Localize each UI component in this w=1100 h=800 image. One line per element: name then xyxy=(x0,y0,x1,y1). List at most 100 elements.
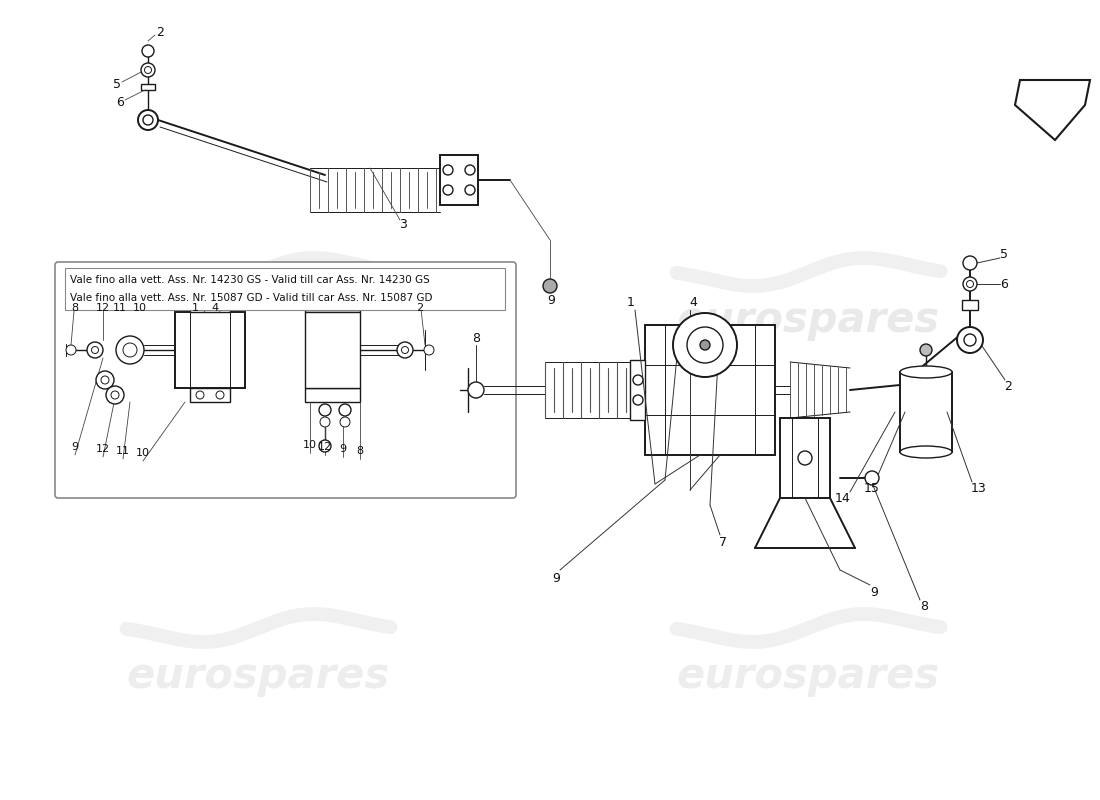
Bar xyxy=(141,84,155,90)
Text: 5: 5 xyxy=(1000,249,1008,262)
Text: 10: 10 xyxy=(302,440,317,450)
Circle shape xyxy=(320,417,330,427)
Circle shape xyxy=(402,346,408,354)
Circle shape xyxy=(632,375,644,385)
Circle shape xyxy=(967,281,974,287)
Circle shape xyxy=(340,417,350,427)
Text: 9: 9 xyxy=(552,573,560,586)
Circle shape xyxy=(91,346,99,354)
Text: 11: 11 xyxy=(113,303,127,313)
Circle shape xyxy=(142,45,154,57)
Bar xyxy=(900,372,952,452)
Text: 10: 10 xyxy=(133,303,147,313)
Circle shape xyxy=(962,277,977,291)
Text: 7: 7 xyxy=(719,537,727,550)
Circle shape xyxy=(632,395,644,405)
Polygon shape xyxy=(1018,82,1088,137)
Text: eurospares: eurospares xyxy=(676,299,940,341)
Text: 8: 8 xyxy=(356,446,364,456)
Text: 9: 9 xyxy=(72,442,78,452)
Circle shape xyxy=(798,451,812,465)
Circle shape xyxy=(116,336,144,364)
Circle shape xyxy=(144,66,152,74)
Polygon shape xyxy=(1015,80,1090,140)
Circle shape xyxy=(962,256,977,270)
Circle shape xyxy=(143,115,153,125)
Circle shape xyxy=(111,391,119,399)
Text: 2: 2 xyxy=(417,303,424,313)
Circle shape xyxy=(66,345,76,355)
Circle shape xyxy=(688,327,723,363)
Circle shape xyxy=(443,185,453,195)
Bar xyxy=(190,298,230,312)
Circle shape xyxy=(196,391,204,399)
Text: 8: 8 xyxy=(472,331,480,345)
Circle shape xyxy=(96,371,114,389)
Text: 12: 12 xyxy=(96,303,110,313)
Bar xyxy=(780,418,830,498)
Text: 10: 10 xyxy=(136,448,150,458)
Circle shape xyxy=(865,471,879,485)
Text: eurospares: eurospares xyxy=(676,655,940,697)
Circle shape xyxy=(141,63,155,77)
Text: 6: 6 xyxy=(1000,278,1008,290)
Circle shape xyxy=(138,110,158,130)
Text: Vale fino alla vett. Ass. Nr. 14230 GS - Valid till car Ass. Nr. 14230 GS: Vale fino alla vett. Ass. Nr. 14230 GS -… xyxy=(70,275,430,285)
Text: 5: 5 xyxy=(113,78,121,90)
Circle shape xyxy=(700,340,710,350)
Text: Vale fino alla vett. Ass. Nr. 15087 GD - Valid till car Ass. Nr. 15087 GD: Vale fino alla vett. Ass. Nr. 15087 GD -… xyxy=(70,293,432,303)
Circle shape xyxy=(468,382,484,398)
Bar xyxy=(645,325,775,455)
Bar xyxy=(190,388,230,402)
Text: 9: 9 xyxy=(547,294,554,306)
Text: 4: 4 xyxy=(689,297,697,310)
Text: 9: 9 xyxy=(870,586,878,599)
Bar xyxy=(305,388,360,402)
Circle shape xyxy=(216,391,224,399)
Text: 6: 6 xyxy=(117,95,124,109)
Text: 12: 12 xyxy=(318,442,332,452)
Text: 3: 3 xyxy=(399,218,407,230)
FancyBboxPatch shape xyxy=(55,262,516,498)
Circle shape xyxy=(397,342,412,358)
Text: 8: 8 xyxy=(72,303,78,313)
Bar xyxy=(305,312,360,388)
Text: 1: 1 xyxy=(627,297,635,310)
Circle shape xyxy=(443,165,453,175)
Circle shape xyxy=(319,404,331,416)
Circle shape xyxy=(101,376,109,384)
Circle shape xyxy=(87,342,103,358)
Text: 9: 9 xyxy=(340,444,346,454)
Text: 15: 15 xyxy=(865,482,880,495)
Bar xyxy=(120,345,140,355)
Bar xyxy=(962,300,978,310)
Circle shape xyxy=(123,343,138,357)
Circle shape xyxy=(543,279,557,293)
Bar xyxy=(65,268,505,310)
Text: 13: 13 xyxy=(971,482,987,495)
Text: 14: 14 xyxy=(835,493,851,506)
Bar xyxy=(175,312,245,388)
Circle shape xyxy=(465,165,475,175)
Text: 2: 2 xyxy=(1004,379,1012,393)
Circle shape xyxy=(339,404,351,416)
Text: 12: 12 xyxy=(96,444,110,454)
Text: eurospares: eurospares xyxy=(126,655,390,697)
Circle shape xyxy=(673,313,737,377)
Bar xyxy=(630,360,645,420)
Bar xyxy=(440,155,478,205)
Text: 2: 2 xyxy=(156,26,164,39)
Ellipse shape xyxy=(900,366,952,378)
Text: 8: 8 xyxy=(920,601,928,614)
Circle shape xyxy=(106,386,124,404)
Circle shape xyxy=(424,345,434,355)
Circle shape xyxy=(957,327,983,353)
Circle shape xyxy=(196,301,204,309)
Ellipse shape xyxy=(900,446,952,458)
Text: 11: 11 xyxy=(116,446,130,456)
Circle shape xyxy=(319,440,331,452)
Text: 1: 1 xyxy=(191,303,198,313)
Circle shape xyxy=(920,344,932,356)
Text: eurospares: eurospares xyxy=(126,299,390,341)
Text: 4: 4 xyxy=(211,303,219,313)
